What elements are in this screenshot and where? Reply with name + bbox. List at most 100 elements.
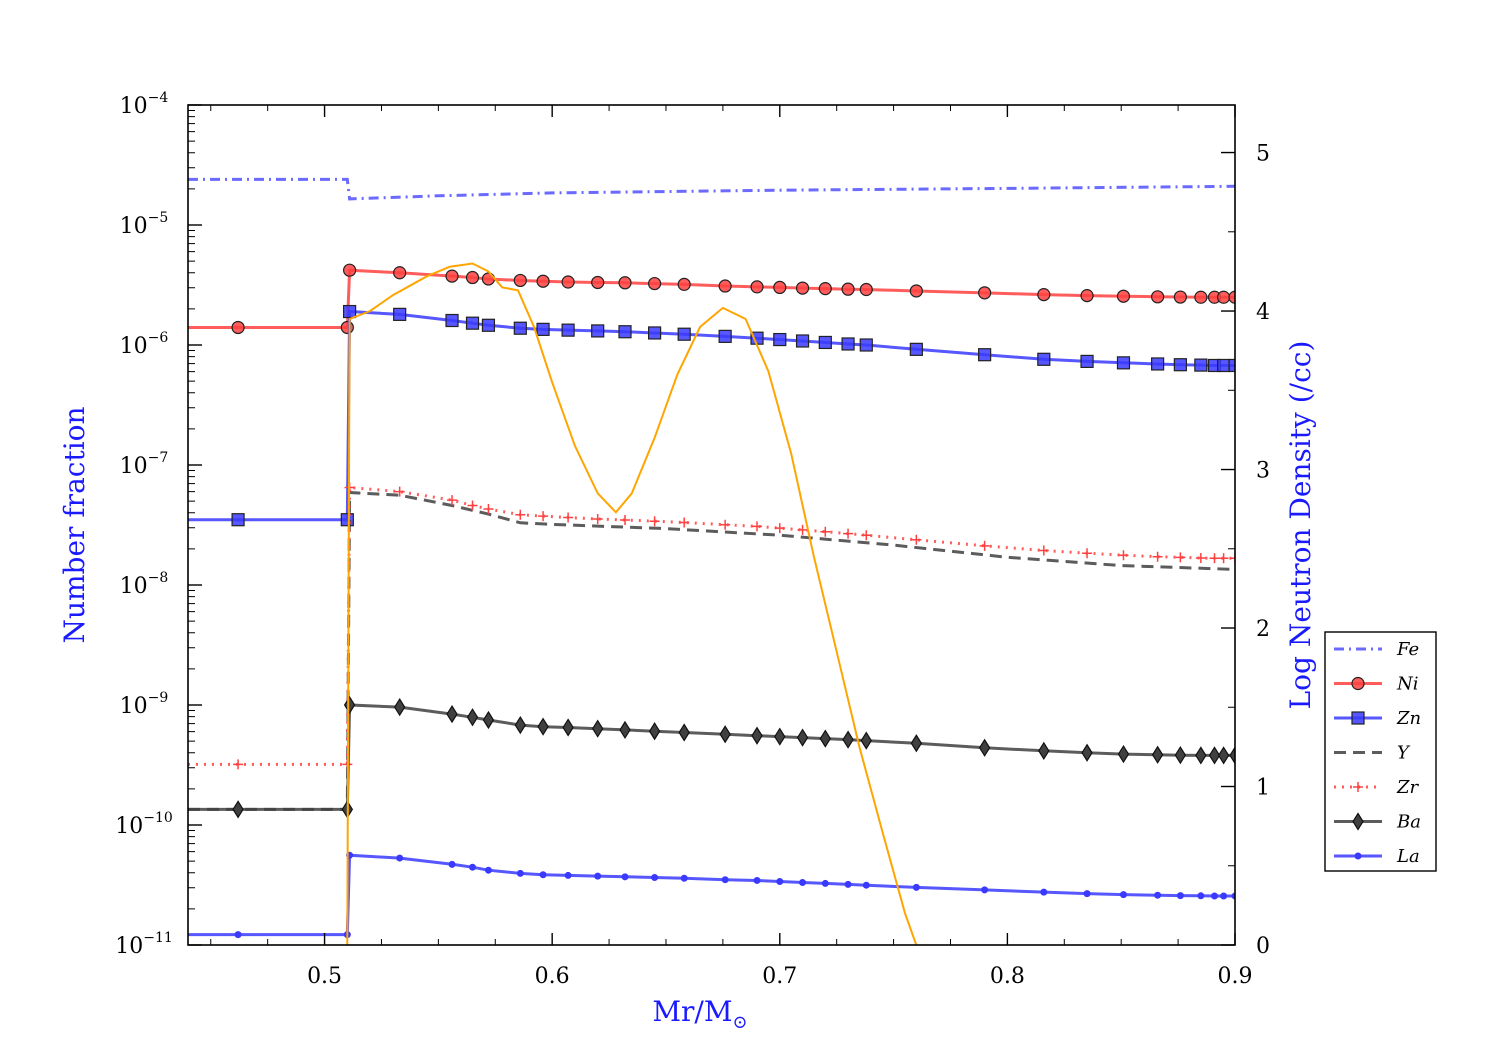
data-point-Ni xyxy=(465,270,480,285)
x-axis-label: Mr/M⊙ xyxy=(652,995,747,1033)
data-point-La xyxy=(721,876,729,884)
data-point-Ni xyxy=(677,277,691,291)
y-tick-base: 10 xyxy=(120,214,148,239)
data-point-Zr xyxy=(720,519,731,530)
series-layer xyxy=(188,177,1235,945)
legend-marker xyxy=(1354,852,1362,860)
data-point-Zn xyxy=(677,327,691,341)
data-point-Ba xyxy=(562,718,574,737)
data-point-Ba xyxy=(466,708,479,727)
data-point-Ni xyxy=(647,276,662,291)
data-point-Ba xyxy=(1208,746,1221,765)
x-tick-label: 0.9 xyxy=(1218,964,1253,989)
data-point-Zr xyxy=(1175,552,1186,563)
y2-tick-label: 3 xyxy=(1256,459,1270,484)
legend-marker xyxy=(1351,711,1365,725)
y-tick-label: 10−4 xyxy=(120,90,169,119)
data-point-Zn xyxy=(1228,358,1235,373)
data-point-Zr xyxy=(1082,548,1093,559)
legend-marker xyxy=(1351,676,1365,691)
data-point-Zn xyxy=(1173,358,1187,372)
plot-frame xyxy=(187,104,1236,946)
data-point-Ba xyxy=(842,730,854,749)
data-point-Ba xyxy=(1117,744,1130,764)
data-point-La xyxy=(396,854,404,862)
data-point-Ba xyxy=(910,734,923,753)
data-point-Ni xyxy=(909,284,923,298)
series-Y xyxy=(188,490,1235,811)
data-point-Zr xyxy=(1195,552,1206,563)
data-point-Ni xyxy=(795,281,810,295)
data-point-Zr xyxy=(911,534,922,545)
data-point-Ni xyxy=(513,273,527,288)
y-tick-base: 10 xyxy=(115,934,143,959)
data-point-Ni xyxy=(445,269,459,283)
series-line-neutron-density xyxy=(346,262,918,945)
data-point-Zn xyxy=(773,332,787,347)
x-tick-label: 0.7 xyxy=(762,964,797,989)
data-point-Ni xyxy=(1173,290,1187,304)
data-point-La xyxy=(821,879,829,887)
data-point-La xyxy=(484,866,492,874)
x-axis-label-subscript: ⊙ xyxy=(733,1012,748,1033)
data-point-Zn xyxy=(340,513,354,527)
legend-label: Ni xyxy=(1396,674,1419,695)
data-point-Ba xyxy=(678,723,690,742)
legend-label: Zr xyxy=(1396,777,1420,798)
legend-item-Ba: Ba xyxy=(1334,812,1421,833)
data-point-Ba xyxy=(393,697,406,717)
data-point-Zr xyxy=(1152,551,1163,562)
data-point-Zr xyxy=(620,515,631,526)
data-point-La xyxy=(516,869,524,877)
x-tick-label: 0.6 xyxy=(535,964,570,989)
y2-tick-label: 2 xyxy=(1256,617,1270,642)
y-tick-base: 10 xyxy=(120,94,148,119)
data-point-Zn xyxy=(859,338,873,352)
data-point-Zn xyxy=(909,342,923,356)
data-point-La xyxy=(844,880,852,888)
data-point-Ba xyxy=(1195,746,1207,765)
legend-item-Fe: Fe xyxy=(1334,639,1419,660)
legend-item-La: La xyxy=(1334,846,1420,867)
data-point-Zn xyxy=(536,322,550,336)
data-point-La xyxy=(1154,891,1162,899)
data-point-Ni xyxy=(618,276,632,290)
data-point-Zr xyxy=(679,517,690,528)
data-point-Ba xyxy=(1038,741,1050,760)
y2-tick-label: 0 xyxy=(1256,934,1270,959)
series-Fe xyxy=(188,177,1235,201)
data-point-La xyxy=(1220,892,1228,900)
data-point-Ba xyxy=(819,729,832,748)
data-point-Ni xyxy=(393,266,407,280)
data-point-La xyxy=(448,860,456,868)
data-point-La xyxy=(1197,892,1205,900)
data-point-Zr xyxy=(649,516,660,527)
series-La xyxy=(188,851,1235,939)
data-point-Ni xyxy=(773,280,787,294)
data-point-La xyxy=(1211,892,1219,900)
data-point-Zn xyxy=(818,335,832,350)
data-point-Ba xyxy=(1217,746,1230,765)
data-point-Ni xyxy=(841,282,855,296)
data-point-La xyxy=(776,878,784,886)
data-point-Zr xyxy=(538,511,549,522)
data-point-Zr xyxy=(592,513,603,524)
data-point-Ni xyxy=(591,275,605,290)
data-point-La xyxy=(680,874,688,882)
data-point-Ni xyxy=(340,320,354,335)
y-tick-label: 10−9 xyxy=(120,690,169,719)
y-tick-exponent: −11 xyxy=(143,930,173,946)
data-point-La xyxy=(1176,892,1184,900)
data-point-Ba xyxy=(343,695,356,715)
data-point-La xyxy=(1040,888,1048,896)
y2-tick-label: 1 xyxy=(1256,776,1270,801)
data-point-Ni xyxy=(1194,290,1208,304)
data-point-La xyxy=(862,881,870,889)
data-point-Ba xyxy=(1174,746,1187,765)
data-point-Zr xyxy=(1230,553,1235,564)
data-point-Zn xyxy=(841,337,855,351)
data-point-La xyxy=(594,872,602,880)
series-line-Fe xyxy=(188,177,1235,201)
legend-label: Y xyxy=(1397,743,1411,764)
data-point-Ni xyxy=(561,275,575,289)
